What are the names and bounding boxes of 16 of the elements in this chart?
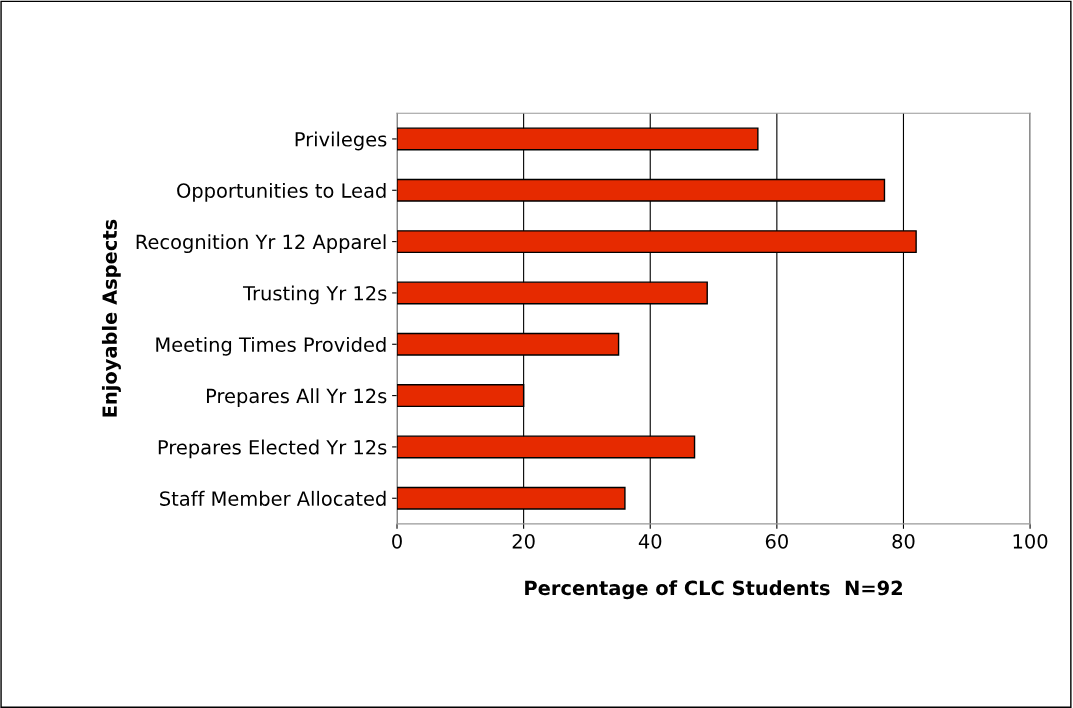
- y-tick-label: Prepares Elected Yr 12s: [158, 439, 387, 459]
- x-tick-label: 100: [1013, 533, 1048, 549]
- y-tick-label: Prepares All Yr 12s: [207, 388, 387, 408]
- x-tick-label: 20: [512, 533, 535, 549]
- x-tick-label: 40: [638, 533, 662, 549]
- y-axis-title: Enjoyable Aspects: [101, 219, 121, 417]
- y-tick-label: Opportunities to Lead: [177, 182, 386, 202]
- y-tick-label: Meeting Times Provided: [156, 336, 386, 356]
- y-tick-label: Staff Member Allocated: [160, 490, 386, 506]
- y-tick-label: Recognition Yr 12 Apparel: [136, 234, 386, 254]
- x-tick-label: 0: [392, 533, 402, 549]
- x-tick-label: 80: [892, 533, 915, 549]
- y-tick-label: Privileges: [295, 131, 387, 151]
- y-tick-label: Trusting Yr 12s: [242, 285, 387, 305]
- x-axis-title: Percentage of CLC Students N=92: [525, 580, 902, 600]
- x-tick-label: 60: [765, 533, 788, 549]
